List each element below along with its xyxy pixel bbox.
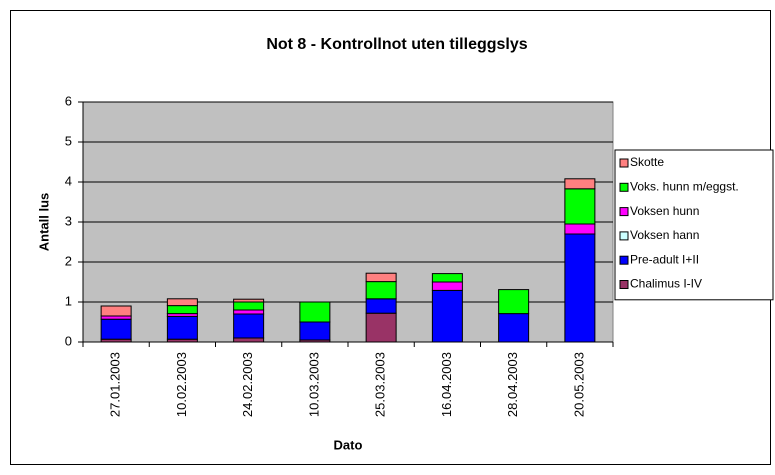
legend-label: Voksen hann — [630, 228, 699, 242]
bar-segment — [166, 298, 198, 307]
bar-segment — [100, 318, 132, 340]
bar-segment — [365, 272, 397, 283]
y-tick-label: 2 — [65, 253, 72, 268]
y-tick-label: 3 — [65, 213, 72, 228]
x-tick-label: 10.03.2003 — [306, 352, 321, 417]
bar-segment — [431, 281, 463, 291]
legend-swatch — [619, 280, 629, 289]
bar-segment — [233, 301, 265, 311]
legend-swatch — [619, 158, 629, 168]
bar-segment — [233, 298, 265, 303]
legend-swatch — [619, 182, 629, 192]
x-tick-label: 27.01.2003 — [108, 352, 123, 417]
legend-label: Voks. hunn m/eggst. — [630, 179, 739, 193]
y-tick-label: 5 — [65, 133, 72, 148]
y-tick-label: 0 — [65, 333, 72, 348]
bar-segment — [100, 305, 132, 317]
bar-segment — [431, 273, 463, 283]
bar-segment — [166, 315, 198, 340]
x-axis-label: Dato — [334, 437, 363, 452]
y-tick-label: 6 — [65, 93, 72, 108]
legend-box — [614, 149, 774, 301]
x-tick-label: 28.04.2003 — [505, 352, 520, 417]
y-axis-label: Antall lus — [36, 193, 51, 252]
bar-segment — [233, 337, 265, 343]
bar-segment — [365, 281, 397, 300]
legend-swatch — [619, 207, 629, 217]
legend-label: Pre-adult I+II — [630, 252, 699, 266]
bar-segment — [564, 188, 596, 225]
x-tick-label: 25.03.2003 — [373, 352, 388, 417]
bar-segment — [365, 298, 397, 314]
bar-segment — [233, 313, 265, 339]
legend-swatch — [619, 255, 629, 265]
bar-segment — [365, 312, 397, 343]
legend-swatch — [619, 231, 629, 241]
bar-segment — [498, 313, 530, 343]
x-tick-label: 10.02.2003 — [174, 352, 189, 417]
bar-segment — [564, 223, 596, 235]
bar-segment — [299, 301, 331, 323]
bar-segment — [233, 309, 265, 315]
bar-segment — [564, 233, 596, 343]
x-tick-label: 16.04.2003 — [439, 352, 454, 417]
bar-segment — [299, 321, 331, 341]
bar-segment — [564, 178, 596, 190]
chart-title: Not 8 - Kontrollnot uten tilleggslys — [266, 36, 527, 53]
y-tick-label: 1 — [65, 293, 72, 308]
legend-label: Skotte — [630, 155, 664, 169]
bar-segment — [498, 289, 530, 315]
legend-label: Chalimus I-IV — [630, 277, 702, 291]
y-tick-label: 4 — [65, 173, 72, 188]
x-tick-label: 24.02.2003 — [240, 352, 255, 417]
bar-segment — [166, 305, 198, 315]
legend-label: Voksen hunn — [630, 204, 699, 218]
bar-segment — [431, 289, 463, 343]
x-tick-label: 20.05.2003 — [571, 352, 586, 417]
